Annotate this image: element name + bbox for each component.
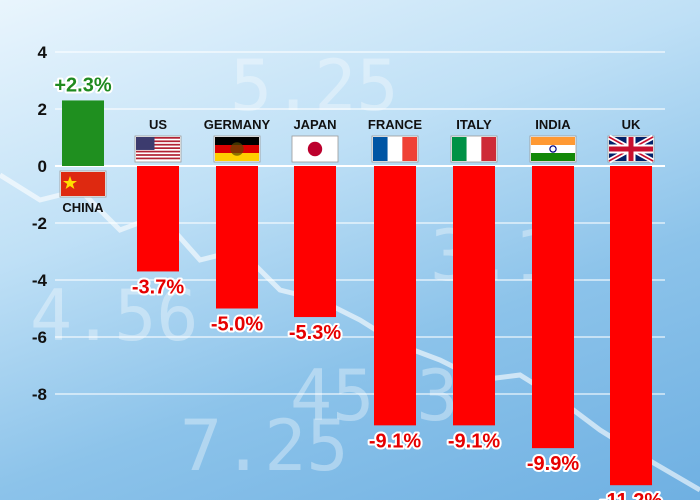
bar-china <box>62 100 104 166</box>
country-label-italy: ITALY <box>456 117 492 132</box>
y-tick-label: 2 <box>38 100 47 119</box>
value-label-india: -9.9% <box>527 453 579 475</box>
value-label-italy: -9.1% <box>448 430 500 452</box>
italy-flag-icon <box>450 135 498 163</box>
country-label-germany: GERMANY <box>204 117 271 132</box>
bars <box>62 100 652 486</box>
background-decor: 5.25 4.56 45.3 7.25 3.1 <box>0 45 700 493</box>
bar-us <box>137 166 179 272</box>
bar-uk <box>610 166 652 486</box>
country-label-japan: JAPAN <box>293 117 336 132</box>
country-label-france: FRANCE <box>368 117 422 132</box>
bar-france <box>374 166 416 426</box>
value-label-japan: -5.3% <box>289 322 341 344</box>
country-label-us: US <box>149 117 167 132</box>
y-axis-ticks: 4 2 0 -2 -4 -6 -8 <box>32 43 48 404</box>
germany-flag-icon <box>213 135 261 163</box>
y-tick-label: -8 <box>32 385 47 404</box>
india-flag-icon <box>529 135 577 163</box>
value-label-us: -3.7% <box>132 276 184 298</box>
bar-india <box>532 166 574 449</box>
country-label-uk: UK <box>622 117 641 132</box>
us-flag-icon <box>134 135 182 163</box>
background-number: 5.25 <box>230 45 399 127</box>
japan-flag-icon <box>291 135 339 163</box>
y-tick-label: 0 <box>38 157 47 176</box>
background-number: 7.25 <box>180 405 349 487</box>
value-label-france: -9.1% <box>369 430 421 452</box>
bar-germany <box>216 166 258 309</box>
value-label-uk: -11.2% <box>600 490 662 500</box>
y-tick-label: 4 <box>38 43 48 62</box>
china-flag-icon <box>59 170 107 198</box>
y-tick-label: -2 <box>32 214 47 233</box>
background-number: 4.56 <box>30 275 199 357</box>
value-label-germany: -5.0% <box>211 314 263 336</box>
labels: +2.3% CHINA -3.7% US -5.0% GERMANY -5.3% JAPAN -… <box>52 72 664 500</box>
y-tick-label: -6 <box>32 328 47 347</box>
country-label-china: CHINA <box>62 200 104 215</box>
bar-italy <box>453 166 495 426</box>
uk-flag-icon <box>607 134 655 164</box>
value-label-china: +2.3% <box>54 74 111 96</box>
bar-japan <box>294 166 336 318</box>
france-flag-icon <box>371 135 419 163</box>
y-tick-label: -4 <box>32 271 48 290</box>
country-label-india: INDIA <box>535 117 571 132</box>
